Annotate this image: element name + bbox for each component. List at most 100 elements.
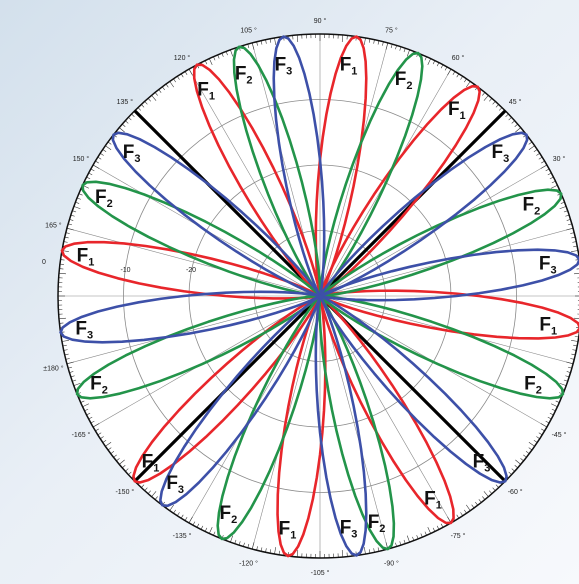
- lobe-label-f1: F1: [142, 451, 160, 474]
- lobe-label-f1: F1: [539, 315, 557, 338]
- lobe-label-f2: F2: [95, 187, 113, 210]
- rim-tick: [363, 37, 366, 45]
- rim-tick: [208, 526, 213, 534]
- lobe-f3: [159, 294, 322, 508]
- angle-label: 165 °: [45, 222, 62, 230]
- lobe-label-f2: F2: [523, 195, 541, 218]
- rim-tick: [466, 504, 471, 511]
- grid-spoke: [66, 295, 321, 365]
- rim-tick: [73, 206, 81, 210]
- rim-tick: [466, 81, 471, 88]
- angle-label: 30 °: [553, 155, 566, 163]
- lobe-label-f3: F3: [275, 54, 293, 77]
- rim-tick: [188, 516, 193, 524]
- rim-tick: [58, 272, 66, 275]
- rim-tick: [73, 382, 81, 386]
- rim-tick: [251, 542, 255, 550]
- lobe-label-f3: F3: [539, 253, 557, 276]
- angle-label: -135 °: [173, 532, 192, 540]
- rim-tick: [230, 535, 234, 543]
- angle-label: -120 °: [239, 560, 258, 568]
- rim-tick: [105, 145, 112, 150]
- rim-tick: [208, 58, 213, 66]
- lobe-label-f1: F1: [424, 489, 442, 512]
- rim-tick: [515, 459, 521, 465]
- lobe-label-f1: F1: [197, 79, 215, 102]
- rim-tick: [385, 42, 389, 50]
- angle-label: 120 °: [174, 54, 191, 62]
- lobe-label-f3: F3: [473, 451, 491, 474]
- rim-tick: [406, 49, 410, 57]
- rim-tick: [274, 547, 277, 555]
- rim-tick: [119, 459, 125, 465]
- angle-label: 45 °: [509, 98, 522, 106]
- lobe-label-f2: F2: [524, 374, 542, 397]
- rim-tick: [66, 361, 74, 365]
- angle-label: -90 °: [384, 560, 399, 568]
- angle-label-zero: 0: [42, 259, 46, 266]
- rim-tick: [406, 535, 410, 543]
- plot-rim: [57, 33, 579, 559]
- rim-tick: [92, 164, 100, 169]
- rim-tick: [571, 250, 579, 253]
- rim-tick: [251, 42, 255, 50]
- rim-tick: [66, 227, 74, 231]
- lobe-label-f2: F2: [90, 374, 108, 397]
- rim-tick: [427, 58, 432, 66]
- angle-label: 75 °: [385, 26, 398, 34]
- rim-tick: [169, 81, 174, 88]
- grid-spoke: [66, 227, 321, 297]
- lobe-f3: [318, 131, 529, 298]
- rim-tick: [528, 442, 535, 447]
- lobe-f3: [111, 131, 322, 298]
- lobe-f3: [318, 294, 508, 484]
- lobe-label-f1: F1: [448, 99, 466, 122]
- rim-tick: [528, 145, 535, 150]
- chart-labels: F1 F1 F1 F1 F1 F1 F1 F1 F2 F2 F2 F2 F2 F2 F2 F2 F3 F3 F3 F3…: [42, 17, 567, 577]
- rim-tick: [296, 550, 299, 558]
- rim-tick: [566, 361, 574, 365]
- lobe-label-f3: F3: [123, 142, 141, 165]
- rim-tick: [92, 423, 100, 428]
- rim-tick: [105, 442, 112, 447]
- rim-tick: [515, 127, 521, 133]
- rim-tick: [550, 403, 558, 408]
- rim-tick: [566, 227, 574, 231]
- rim-tick: [483, 95, 489, 101]
- grid-spoke: [319, 295, 452, 524]
- rim-tick: [559, 206, 567, 210]
- radial-label: -20: [186, 267, 196, 274]
- angle-label: -150 °: [115, 488, 134, 496]
- rim-tick: [61, 339, 69, 342]
- rim-tick: [82, 403, 90, 408]
- radial-label: -10: [120, 267, 130, 274]
- rim-tick: [363, 547, 366, 555]
- rim-tick: [341, 34, 344, 42]
- rim-tick: [574, 273, 579, 275]
- rim-tick: [296, 34, 299, 42]
- lobe-label-f1: F1: [340, 54, 358, 77]
- lobe-label-f3: F3: [492, 142, 510, 165]
- lobe-label-f2: F2: [219, 503, 237, 526]
- rim-tick: [540, 164, 548, 169]
- rim-tick: [447, 68, 452, 76]
- rim-tick: [188, 68, 193, 76]
- rim-tick: [274, 37, 277, 45]
- grid-spoke: [319, 42, 389, 297]
- rim-tick: [550, 184, 558, 189]
- rim-tick: [230, 49, 234, 57]
- rim-tick: [151, 95, 157, 101]
- rim-tick: [151, 491, 157, 497]
- rim-tick: [427, 526, 432, 534]
- rim-tick: [119, 127, 125, 133]
- angle-label: 90 °: [314, 17, 327, 25]
- angle-label: -165 °: [72, 431, 91, 439]
- lobe-label-f3: F3: [166, 473, 184, 496]
- lobe-label-f3: F3: [340, 518, 358, 541]
- lobe-series: [59, 35, 579, 558]
- rim-tick: [571, 339, 579, 342]
- angle-label: 150 °: [73, 155, 90, 163]
- lobe-label-f2: F2: [235, 63, 253, 86]
- grid-spoke: [319, 295, 389, 550]
